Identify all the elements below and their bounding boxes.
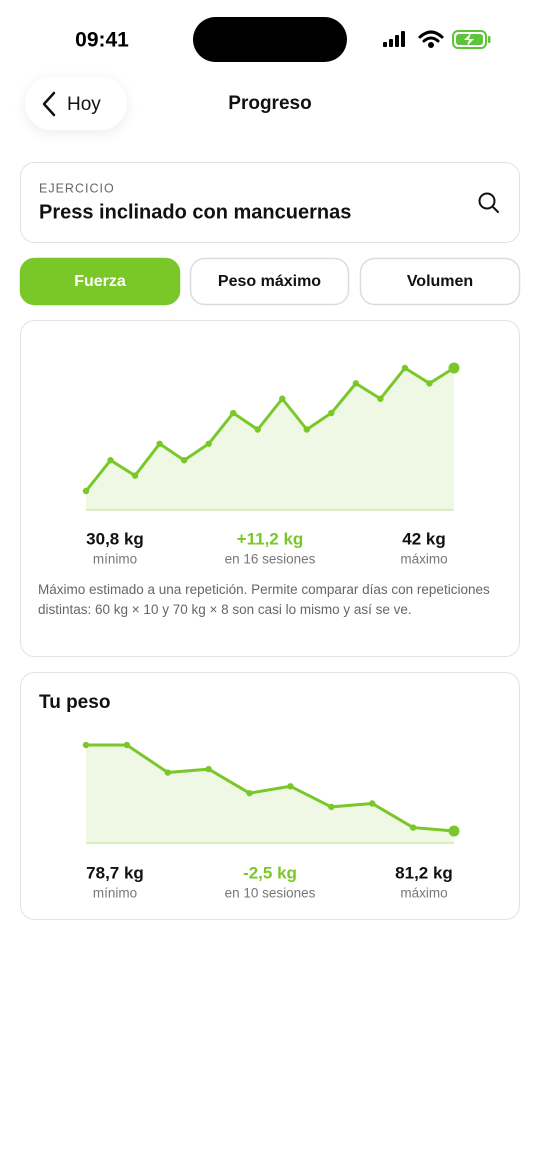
point	[107, 457, 114, 464]
exercise-label: EJERCICIO	[39, 181, 115, 195]
exercise-card[interactable]	[20, 162, 520, 243]
point	[328, 409, 335, 417]
point	[205, 765, 212, 773]
stat-label: mínimo	[93, 552, 137, 567]
stat-label: máximo	[400, 886, 447, 901]
tab[interactable]	[359, 257, 521, 306]
back-chevron	[42, 91, 56, 117]
stat-value: 78,7 kg	[86, 863, 144, 882]
point	[279, 395, 286, 402]
search-icon[interactable]	[478, 192, 499, 213]
point	[328, 803, 335, 811]
dynamic-island	[193, 17, 347, 62]
back-label[interactable]: Hoy	[67, 94, 101, 115]
stat-value: 30,8 kg	[86, 529, 144, 548]
point	[287, 783, 294, 790]
stat-value: -2,5 kg	[243, 863, 297, 882]
point	[369, 800, 376, 807]
point	[164, 769, 171, 776]
stat-label: máximo	[400, 552, 447, 567]
point	[352, 380, 360, 387]
area	[86, 368, 454, 510]
point	[230, 409, 237, 417]
point	[448, 362, 460, 374]
tab[interactable]	[19, 257, 181, 306]
point	[82, 741, 90, 749]
point	[82, 487, 90, 495]
weight-title: Tu peso	[39, 692, 110, 713]
point	[246, 789, 253, 797]
area	[86, 745, 454, 843]
line	[86, 743, 455, 833]
stat-value: 81,2 kg	[395, 863, 453, 882]
signal-icon	[383, 31, 405, 47]
point	[131, 472, 139, 479]
point	[377, 395, 384, 402]
stat-value: +11,2 kg	[237, 529, 304, 548]
battery-icon	[452, 30, 491, 49]
point	[426, 380, 433, 387]
point	[401, 364, 409, 372]
tab-label[interactable]: Volumen	[407, 273, 473, 290]
point	[123, 741, 131, 749]
tab[interactable]	[189, 257, 350, 306]
point	[303, 426, 310, 433]
point	[448, 825, 460, 837]
tab-label[interactable]: Fuerza	[74, 273, 126, 290]
stat-label: en 10 sesiones	[225, 886, 316, 901]
stat-label: mínimo	[93, 886, 137, 901]
status-time: 09:41	[75, 29, 129, 52]
stat-value: 42 kg	[402, 529, 445, 548]
wifi-icon	[418, 30, 444, 48]
back-button[interactable]	[25, 77, 127, 130]
exercise-name: Press inclinado con mancuernas	[39, 201, 351, 223]
point	[254, 426, 261, 433]
stat-label: en 16 sesiones	[225, 552, 316, 567]
nav-title: Progreso	[228, 93, 311, 114]
tab-label[interactable]: Peso máximo	[218, 273, 321, 290]
point	[156, 440, 163, 447]
point	[205, 440, 212, 447]
line	[84, 366, 455, 492]
strength-note: Máximo estimado a una repetición. Permit…	[38, 582, 490, 617]
point	[180, 457, 188, 464]
point	[409, 824, 417, 831]
